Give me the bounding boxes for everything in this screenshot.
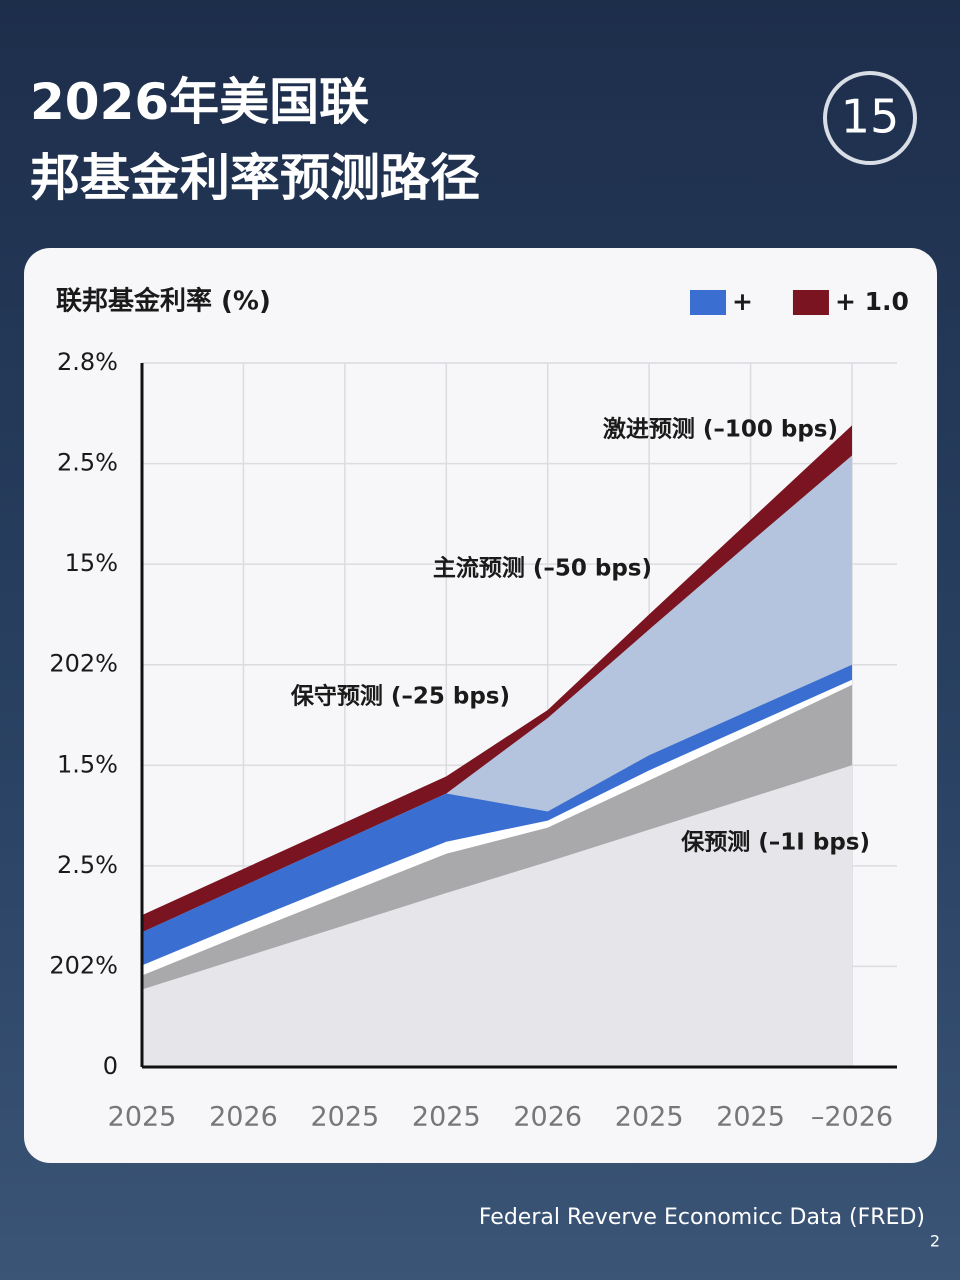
title: 2026年美国联邦基金利率预测路径 (30, 73, 480, 207)
x-tick-label: 2025 (108, 1102, 177, 1133)
source: Federal Reverve Economicc Data (FRED) (479, 1205, 925, 1230)
legend-swatch (792, 290, 829, 315)
annotation: 激进预测 (–100 bps) (603, 416, 838, 443)
annotation: 保守预测 (–25 bps) (290, 683, 510, 710)
legend-swatch (690, 290, 726, 315)
x-tick-label: –2026 (811, 1102, 893, 1133)
y-tick-label: 2.5% (57, 449, 118, 477)
logo-ring (823, 71, 917, 165)
x-tick-label: 2026 (209, 1102, 278, 1133)
y-tick-label: 15% (65, 549, 118, 577)
x-tick-label: 2025 (716, 1102, 785, 1133)
y-tick-label: 1.5% (57, 750, 118, 778)
x-tick-label: 2025 (310, 1102, 379, 1133)
y-tick-label: 2.5% (57, 851, 118, 879)
area (142, 765, 852, 1067)
y-axis-label: 联邦基金利率 (%) (56, 286, 271, 317)
annotation: 主流预测 (–50 bps) (433, 555, 652, 582)
x-tick-label: 2025 (615, 1102, 684, 1133)
page-number: 2 (930, 1232, 940, 1251)
annotation: 保预测 (–1I bps) (680, 829, 870, 856)
logo: 15 (841, 90, 900, 144)
y-tick-label: 0 (103, 1052, 118, 1080)
legend-label: + 1.0 (835, 287, 909, 316)
x-tick-label: 2025 (412, 1102, 481, 1133)
y-tick-label: 202% (49, 650, 118, 678)
y-tick-label: 2.8% (57, 348, 118, 376)
y-tick-label: 202% (49, 951, 118, 979)
legend-label: + (732, 287, 753, 316)
x-tick-label: 2026 (513, 1102, 582, 1133)
